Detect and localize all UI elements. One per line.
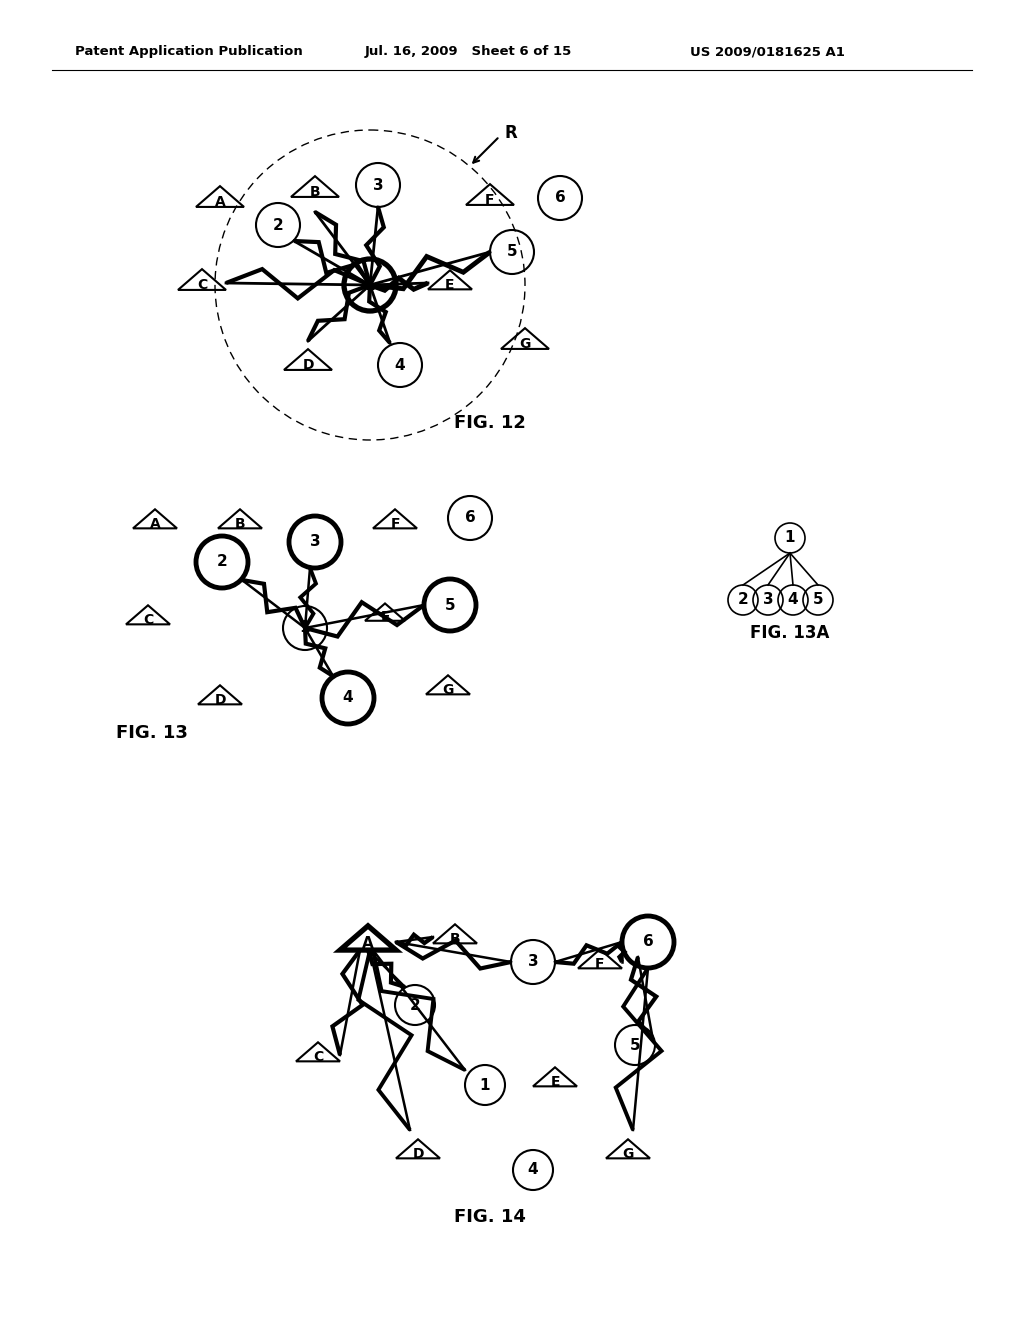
Text: 4: 4 — [343, 690, 353, 705]
Text: 1: 1 — [300, 620, 310, 635]
Text: US 2009/0181625 A1: US 2009/0181625 A1 — [690, 45, 845, 58]
Text: A: A — [215, 195, 225, 209]
Text: 5: 5 — [813, 593, 823, 607]
Text: E: E — [445, 279, 455, 292]
Text: C: C — [313, 1049, 324, 1064]
Text: 1: 1 — [480, 1077, 490, 1093]
Text: 2: 2 — [410, 998, 421, 1012]
Text: G: G — [442, 682, 454, 697]
Text: D: D — [214, 693, 225, 708]
Text: A: A — [150, 517, 161, 531]
Text: 5: 5 — [444, 598, 456, 612]
Text: B: B — [309, 185, 321, 199]
Text: 2: 2 — [272, 218, 284, 232]
Text: FIG. 14: FIG. 14 — [454, 1208, 526, 1226]
Text: G: G — [519, 337, 530, 351]
Text: 3: 3 — [373, 177, 383, 193]
Text: F: F — [390, 517, 399, 531]
Text: 6: 6 — [643, 935, 653, 949]
Text: G: G — [623, 1147, 634, 1162]
Text: F: F — [595, 957, 605, 972]
Text: 5: 5 — [507, 244, 517, 260]
Text: D: D — [302, 358, 313, 372]
Text: C: C — [197, 279, 207, 292]
Text: 6: 6 — [555, 190, 565, 206]
Text: 2: 2 — [217, 554, 227, 569]
Text: 3: 3 — [527, 954, 539, 969]
Text: F: F — [485, 193, 495, 207]
Text: A: A — [362, 936, 374, 952]
Text: Patent Application Publication: Patent Application Publication — [75, 45, 303, 58]
Text: C: C — [143, 612, 154, 627]
Text: 4: 4 — [527, 1163, 539, 1177]
Text: FIG. 12: FIG. 12 — [454, 414, 526, 432]
Text: B: B — [450, 932, 461, 946]
Text: B: B — [234, 517, 246, 531]
Text: E: E — [550, 1074, 560, 1089]
Text: FIG. 13: FIG. 13 — [116, 723, 188, 742]
Text: 3: 3 — [309, 535, 321, 549]
Text: 6: 6 — [465, 511, 475, 525]
Text: 5: 5 — [630, 1038, 640, 1052]
Text: 1: 1 — [365, 277, 375, 293]
Text: D: D — [413, 1147, 424, 1162]
Text: E: E — [380, 610, 390, 624]
Text: 4: 4 — [394, 358, 406, 372]
Text: 1: 1 — [784, 531, 796, 545]
Text: 3: 3 — [763, 593, 773, 607]
Text: Jul. 16, 2009   Sheet 6 of 15: Jul. 16, 2009 Sheet 6 of 15 — [365, 45, 572, 58]
Text: 4: 4 — [787, 593, 799, 607]
Text: 2: 2 — [737, 593, 749, 607]
Text: FIG. 13A: FIG. 13A — [751, 624, 829, 642]
Text: R: R — [505, 124, 517, 143]
